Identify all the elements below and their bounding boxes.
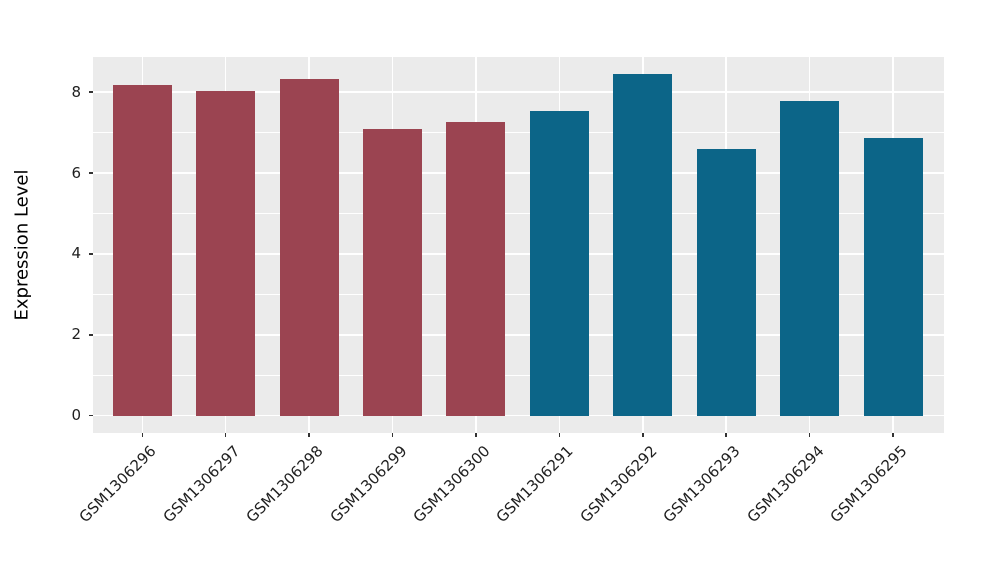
y-tick-label-4: 4: [71, 244, 81, 263]
x-tick-label-text: GSM1306296: [75, 442, 161, 527]
y-tick-mark-8: [88, 91, 93, 93]
y-tick-mark-0: [88, 414, 93, 417]
x-tick-mark-GSM1306296: [141, 433, 144, 437]
y-tick-label-2: 2: [71, 325, 81, 344]
bar-GSM1306297: [196, 90, 256, 416]
x-tick-mark-GSM1306300: [475, 433, 477, 437]
bar-GSM1306291: [529, 110, 589, 416]
bar-GSM1306292: [613, 73, 673, 416]
bar-GSM1306295: [863, 137, 923, 416]
major-gridline-y-2: [93, 334, 944, 336]
major-gridline-y-8: [93, 91, 944, 93]
y-tick-mark-4: [88, 253, 93, 255]
plot-panel: [93, 57, 944, 433]
x-tick-mark-GSM1306298: [308, 433, 310, 437]
x-tick-label-text: GSM1306298: [242, 442, 327, 527]
x-tick-label-text: GSM1306295: [826, 442, 911, 527]
minor-gridline-y-3: [93, 293, 944, 295]
bar-GSM1306300: [446, 121, 506, 416]
x-tick-label-text: GSM1306300: [409, 442, 494, 527]
x-tick-label-text: GSM1306299: [326, 442, 411, 527]
y-tick-label-0: 0: [71, 406, 81, 425]
y-tick-mark-2: [88, 334, 93, 336]
y-tick-mark-6: [88, 172, 93, 174]
x-tick-mark-GSM1306294: [808, 433, 811, 437]
x-tick-label-text: GSM1306294: [743, 442, 828, 527]
y-axis-title: Expression Level: [11, 169, 33, 321]
x-tick-label-text: GSM1306297: [159, 442, 244, 527]
y-tick-label-6: 6: [71, 163, 81, 182]
major-gridline-y-0: [93, 414, 944, 417]
x-tick-mark-GSM1306291: [558, 433, 561, 437]
x-tick-label-text: GSM1306292: [576, 442, 661, 527]
minor-gridline-y-1: [93, 374, 944, 376]
major-gridline-y-6: [93, 172, 944, 174]
x-tick-label-text: GSM1306293: [659, 442, 744, 527]
bar-GSM1306299: [363, 128, 423, 416]
bar-GSM1306294: [780, 100, 840, 416]
minor-gridline-y-5: [93, 212, 944, 214]
x-tick-mark-GSM1306297: [224, 433, 227, 437]
bar-GSM1306296: [112, 85, 172, 416]
y-tick-label-8: 8: [71, 82, 81, 101]
x-tick-mark-GSM1306295: [892, 433, 894, 437]
major-gridline-y-4: [93, 253, 944, 255]
x-tick-mark-GSM1306293: [725, 433, 727, 437]
bar-GSM1306298: [279, 78, 339, 416]
x-tick-mark-GSM1306299: [391, 433, 394, 437]
bar-GSM1306293: [696, 148, 756, 416]
x-tick-mark-GSM1306292: [642, 433, 644, 437]
x-tick-label-text: GSM1306291: [492, 442, 578, 527]
minor-gridline-y-7: [93, 132, 944, 134]
